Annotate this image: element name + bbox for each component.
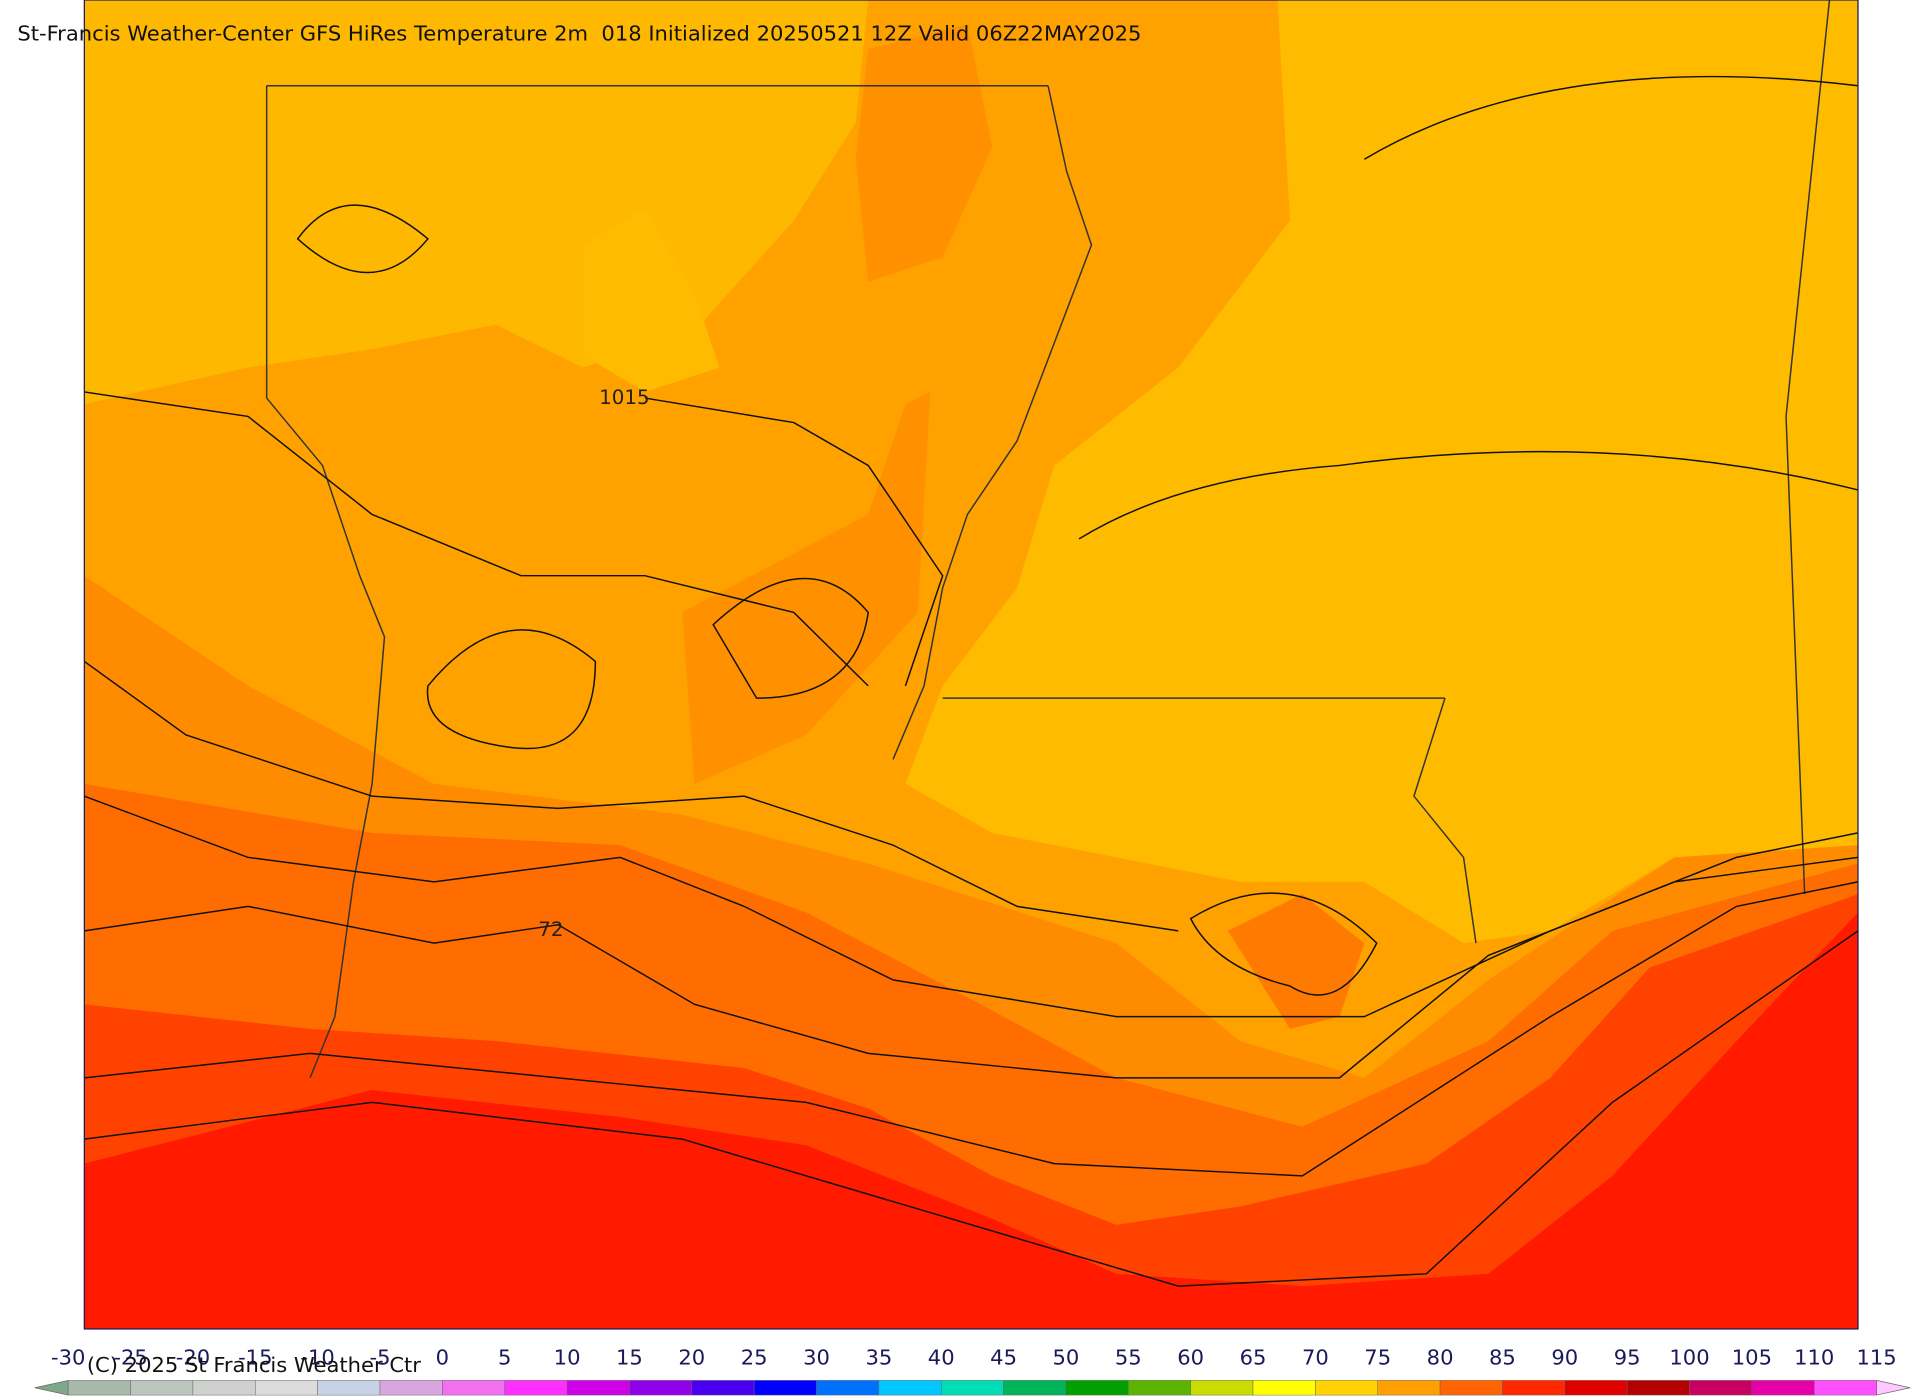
- colorbar: -30 -25 -20 -15 -10 -5 0 5 10 15 20 25 30 35 40 45 50 55 6…: [34, 1346, 1911, 1396]
- state-border: [1785, 0, 1831, 895]
- colorbar-cell: [1564, 1380, 1628, 1396]
- colorbar-tick-label: 115: [1856, 1346, 1896, 1370]
- colorbar-cell: [255, 1380, 318, 1396]
- colorbar-cell: [192, 1380, 256, 1396]
- colorbar-tick-label: 15: [616, 1346, 643, 1370]
- colorbar-cell: [1190, 1380, 1254, 1396]
- colorbar-tick-label: 80: [1427, 1346, 1454, 1370]
- colorbar-tick-label: -10: [300, 1346, 334, 1370]
- colorbar-tick-label: 35: [865, 1346, 892, 1370]
- contour-line: [426, 629, 597, 750]
- colorbar-cell: [442, 1380, 505, 1396]
- colorbar-tick-label: 65: [1240, 1346, 1267, 1370]
- colorbar-cell: [691, 1380, 755, 1396]
- colorbar-cell: [1689, 1380, 1753, 1396]
- state-border: [1413, 697, 1477, 944]
- map-lines: [83, 0, 1859, 1287]
- colorbar-cell: [1626, 1380, 1690, 1396]
- contour-line: [296, 204, 429, 274]
- colorbar-tick-label: 5: [498, 1346, 511, 1370]
- colorbar-cell: [1252, 1380, 1316, 1396]
- temperature-region: [84, 912, 1858, 1329]
- contour-line: [1363, 75, 1859, 160]
- colorbar-cell: [816, 1380, 880, 1396]
- title: St-Francis Weather-Center GFS HiRes Temp…: [17, 22, 1141, 46]
- colorbar-cell: [67, 1380, 131, 1396]
- colorbar-cell: [1003, 1380, 1067, 1396]
- colorbar-tick-label: 20: [678, 1346, 705, 1370]
- colorbar-tick-label: 60: [1177, 1346, 1204, 1370]
- colorbar-cell: [629, 1380, 693, 1396]
- colorbar-cell: [379, 1380, 443, 1396]
- colorbar-cell: [1439, 1380, 1503, 1396]
- contour-line: [84, 391, 869, 687]
- colorbar-cell: [878, 1380, 942, 1396]
- contour-label: 72: [538, 918, 563, 941]
- contour-line: [712, 577, 870, 699]
- colorbar-cell: [940, 1380, 1004, 1396]
- temperature-region: [905, 0, 1858, 944]
- colorbar-tick-label: 30: [803, 1346, 830, 1370]
- colorbar-cell: [1751, 1380, 1815, 1396]
- colorbar-tick-label: 25: [741, 1346, 768, 1370]
- colorbar-tick-label: 95: [1614, 1346, 1641, 1370]
- colorbar-tick-label: 100: [1669, 1346, 1709, 1370]
- map-frame: [83, 0, 1859, 1330]
- colorbar-tick-label: 70: [1302, 1346, 1329, 1370]
- colorbar-tick-label: -15: [238, 1346, 272, 1370]
- temperature-region: [682, 391, 931, 784]
- colorbar-tick-label: 50: [1053, 1346, 1080, 1370]
- temperature-region: [582, 208, 720, 392]
- colorbar-cell: [1315, 1380, 1378, 1396]
- colorbar-tick-label: -30: [51, 1346, 85, 1370]
- contour-line: [84, 856, 1859, 1079]
- colorbar-cell: [504, 1380, 568, 1396]
- colorbar-tick-label: -20: [176, 1346, 210, 1370]
- temperature-region: [855, 24, 993, 282]
- colorbar-tick-label: -5: [369, 1346, 390, 1370]
- temperature-fills: [84, 0, 1858, 1329]
- state-border: [892, 85, 1093, 760]
- contour-line: [84, 881, 1859, 1177]
- colorbar-cell: [1065, 1380, 1129, 1396]
- copyright: (C) 2025 St Francis Weather Ctr: [87, 1353, 422, 1377]
- colorbar-cell: [1813, 1380, 1877, 1396]
- state-border: [266, 397, 386, 1079]
- colorbar-tick-label: 85: [1489, 1346, 1516, 1370]
- colorbar-tick-label: -25: [113, 1346, 147, 1370]
- colorbar-cell: [1128, 1380, 1191, 1396]
- contour-line: [83, 660, 1179, 932]
- colorbar-cell: [1377, 1380, 1441, 1396]
- colorbar-tick-label: 90: [1551, 1346, 1578, 1370]
- contour-label: 1015: [599, 386, 650, 409]
- contour-line: [644, 397, 944, 687]
- contour-line: [84, 930, 1859, 1287]
- colorbar-under: [34, 1379, 69, 1396]
- colorbar-tick-label: 55: [1115, 1346, 1142, 1370]
- colorbar-cell: [566, 1380, 630, 1396]
- colorbar-tick-label: 45: [990, 1346, 1017, 1370]
- contour-line: [1078, 450, 1859, 540]
- colorbar-cell: [317, 1380, 381, 1396]
- temperature-region: [1227, 894, 1365, 1029]
- colorbar-cell: [1502, 1380, 1566, 1396]
- colorbar-tick-label: 105: [1732, 1346, 1772, 1370]
- colorbar-tick-label: 10: [554, 1346, 581, 1370]
- colorbar-tick-label: 75: [1364, 1346, 1391, 1370]
- colorbar-tick-label: 0: [436, 1346, 449, 1370]
- contour-line: [1189, 892, 1378, 996]
- colorbar-over: [1876, 1379, 1911, 1396]
- colorbar-cell: [753, 1380, 817, 1396]
- colorbar-tick-label: 40: [928, 1346, 955, 1370]
- colorbar-tick-label: 110: [1794, 1346, 1834, 1370]
- colorbar-cell: [130, 1380, 194, 1396]
